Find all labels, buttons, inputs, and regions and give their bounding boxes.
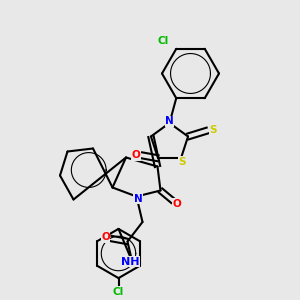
Text: S: S <box>179 157 186 167</box>
Text: O: O <box>101 232 110 242</box>
Text: Cl: Cl <box>157 36 168 46</box>
Text: N: N <box>134 194 142 204</box>
Text: Cl: Cl <box>113 287 124 297</box>
Text: O: O <box>172 199 181 209</box>
Text: S: S <box>209 125 217 136</box>
Text: NH: NH <box>121 257 140 267</box>
Text: O: O <box>132 150 140 160</box>
Text: N: N <box>165 116 174 127</box>
